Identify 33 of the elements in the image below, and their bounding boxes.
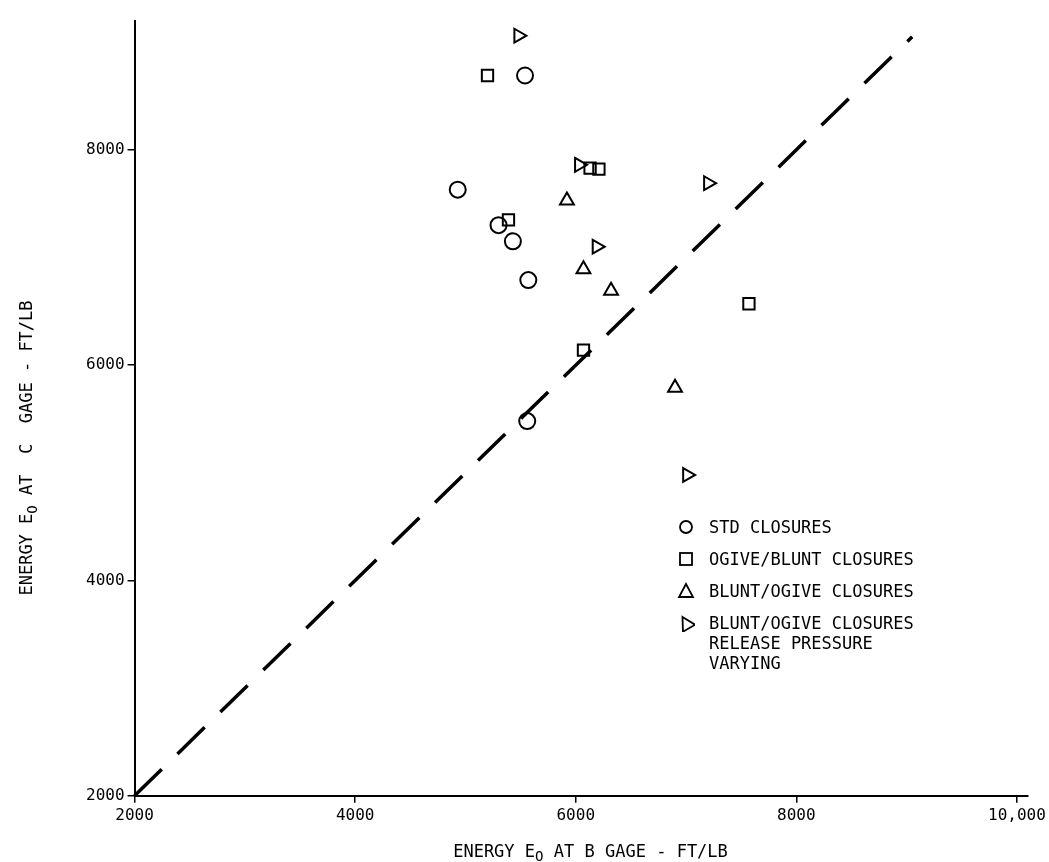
legend-label: OGIVE/BLUNT CLOSURES <box>709 549 914 569</box>
legend-label: STD CLOSURES <box>709 517 832 537</box>
point <box>575 260 592 275</box>
point <box>583 161 597 175</box>
point <box>518 412 537 431</box>
point <box>501 213 516 227</box>
point <box>513 27 528 44</box>
point <box>592 162 606 176</box>
y-tick-label: 6000 <box>86 354 125 374</box>
point <box>480 68 495 83</box>
x-axis-title: ENERGY E$_{O}$ AT B GAGE - FT/LB <box>452 840 729 862</box>
y-tick-label: 8000 <box>86 138 125 158</box>
point <box>519 271 538 290</box>
x-tick-label: 6000 <box>556 804 596 824</box>
x-tick-label: 2000 <box>115 804 154 824</box>
legend-label: BLUNT/OGIVE CLOSURES <box>709 581 914 601</box>
x-tick-label: 10,000 <box>988 804 1046 824</box>
point <box>682 467 697 483</box>
point <box>703 175 718 192</box>
point <box>576 343 591 357</box>
y-tick-label: 2000 <box>86 784 125 804</box>
point <box>448 180 467 199</box>
point <box>742 297 756 311</box>
point <box>591 238 606 255</box>
point <box>574 156 589 173</box>
x-tick-label: 4000 <box>335 804 375 824</box>
legend-label: BLUNT/OGIVE CLOSURES RELEASE PRESSURE VARYING <box>709 613 914 673</box>
y-tick-label: 4000 <box>86 569 125 589</box>
point <box>503 232 522 251</box>
point <box>489 216 508 235</box>
point <box>559 191 575 206</box>
x-tick-label: 8000 <box>777 804 816 824</box>
point <box>516 66 535 85</box>
